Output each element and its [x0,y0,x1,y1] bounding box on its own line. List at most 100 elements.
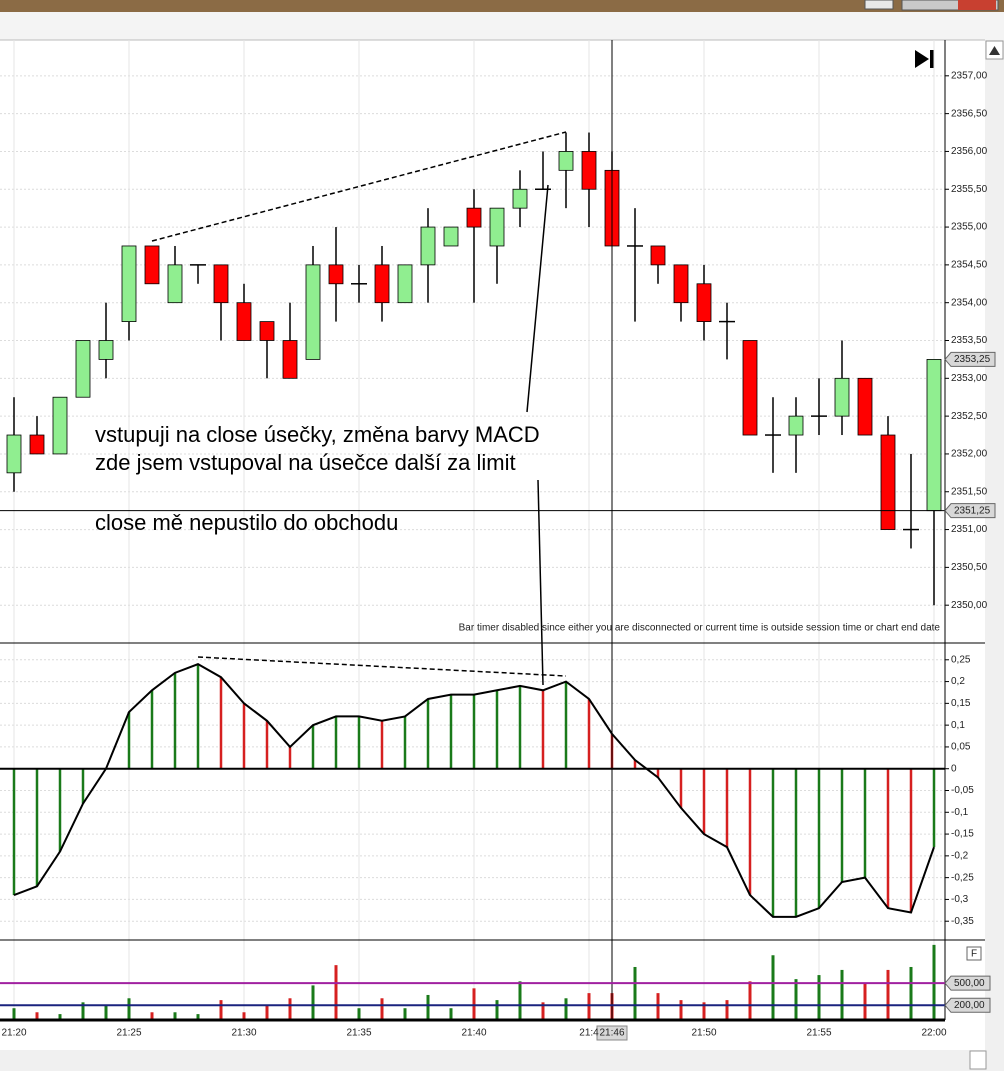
x-tick-label: 21:4 [579,1028,599,1039]
go-to-end-icon[interactable] [915,50,929,68]
candle-body [581,151,597,190]
candle-body [489,207,505,247]
bar-timer-notice: Bar timer disabled since either you are … [459,623,941,634]
trend-line [151,131,567,242]
x-tick-label: 21:20 [1,1028,26,1039]
x-tick-label: 22:00 [921,1028,946,1039]
y-tick-label: 2355,00 [951,222,988,233]
scroll-thumb[interactable] [969,1050,987,1070]
scroll-up-arrow [989,46,1000,55]
pointer-line [537,479,544,686]
window-controls[interactable] [901,0,999,11]
y-tick-label: -0,2 [951,850,969,861]
x-tick-label: 21:30 [231,1028,256,1039]
candle-body [673,264,689,304]
candle-body [259,321,275,341]
candle-body [328,264,344,285]
x-tick-label: 21:50 [691,1028,716,1039]
annotation: zde jsem vstupoval na úsečce další za li… [95,450,516,475]
y-tick-label: 2352,50 [951,411,988,422]
y-tick-label: -0,1 [951,807,969,818]
y-tick-label: 2351,00 [951,524,988,535]
x-tick-label: 21:40 [461,1028,486,1039]
y-tick-label: 2353,50 [951,335,988,346]
candle-body [696,283,712,322]
y-tick-label: 2353,00 [951,373,988,384]
candle-body [650,245,666,266]
candle-body [236,302,252,341]
macd-line [13,663,935,918]
toolbar [0,12,1004,40]
crosshair-y-marker [944,503,996,519]
title-bar [0,0,1004,12]
pointer-line [526,184,549,413]
candle-body [420,226,436,266]
reference-marker [944,975,991,991]
x-tick-label: 21:35 [346,1028,371,1039]
x-tick-label: 21:25 [116,1028,141,1039]
price-marker-label: 2353,25 [954,354,991,365]
candle-body [397,264,413,304]
y-tick-label: 2356,50 [951,108,988,119]
y-tick-label: 2354,00 [951,297,988,308]
candle-body [167,264,183,304]
reference-marker [944,997,991,1013]
candle-body [213,264,229,304]
y-tick-label: 0,15 [951,698,971,709]
panel-button[interactable] [966,946,982,961]
marks [6,132,942,1020]
crosshair-x-marker [596,1025,628,1041]
candle-body [742,340,758,436]
crosshair-x-label: 21:46 [599,1028,624,1039]
reference-label: 200,00 [954,1000,985,1011]
candle-body [443,226,459,247]
y-tick-label: -0,25 [951,872,974,883]
y-tick-label: 0,1 [951,720,965,731]
y-tick-label: 2357,00 [951,70,988,81]
y-tick-label: 2351,50 [951,486,988,497]
y-tick-label: 2355,50 [951,184,988,195]
horizontal-scrollbar[interactable] [0,1050,1004,1071]
y-tick-label: 0 [951,763,957,774]
annotation: close mě nepustilo do obchodu [95,510,398,535]
candle-body [282,340,298,379]
y-tick-label: 2350,50 [951,562,988,573]
y-tick-label: 2356,00 [951,146,988,157]
y-tick-label: -0,05 [951,785,974,796]
candle-body [788,415,804,436]
panel-button-label: F [971,949,977,960]
candle-body [466,207,482,228]
y-tick-label: 0,25 [951,654,971,665]
y-tick-label: 0,05 [951,742,971,753]
candle-body [834,377,850,417]
reference-label: 500,00 [954,978,985,989]
y-tick-label: 2354,50 [951,260,988,271]
vertical-scrollbar[interactable] [985,40,1004,1050]
candle-body [926,359,942,512]
candle-body [29,434,45,455]
candle-body [305,264,321,360]
x-tick-label: 21:55 [806,1028,831,1039]
close-button[interactable] [958,0,996,10]
annotation: vstupuji na close úsečky, změna barvy MA… [95,422,540,447]
y-tick-label: 2350,00 [951,600,988,611]
candle-body [98,340,114,360]
candle-body [374,264,390,304]
candle-body [880,434,896,530]
y-tick-label: -0,3 [951,894,969,905]
price-marker [944,351,996,367]
candle-body [857,377,873,436]
candle-body [52,396,68,455]
candle-body [512,188,528,209]
y-tick-label: 0,2 [951,676,965,687]
y-tick-label: 2352,00 [951,449,988,460]
y-tick-label: -0,15 [951,829,974,840]
go-to-end-icon-bar [930,50,934,68]
trend-line [197,656,567,677]
candle-body [6,434,22,474]
candle-body [558,151,574,171]
candle-body [121,245,137,322]
y-tick-label: -0,35 [951,916,974,927]
window-button[interactable] [864,0,894,10]
